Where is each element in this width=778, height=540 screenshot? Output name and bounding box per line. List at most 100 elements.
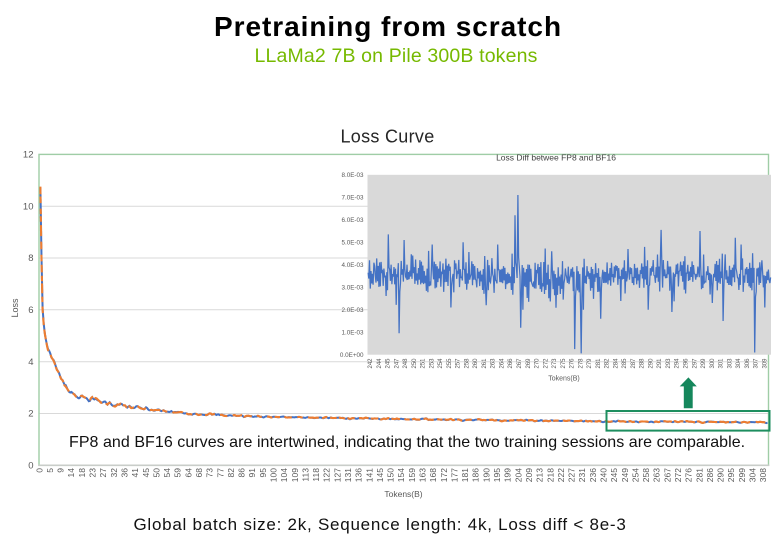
svg-text:18: 18	[77, 468, 87, 478]
svg-text:122: 122	[322, 468, 332, 482]
svg-text:150: 150	[386, 468, 396, 482]
svg-text:177: 177	[450, 468, 460, 482]
svg-text:296: 296	[684, 358, 690, 369]
svg-text:41: 41	[130, 468, 140, 478]
svg-text:281: 281	[694, 468, 704, 482]
svg-text:5.0E-03: 5.0E-03	[341, 240, 364, 247]
svg-text:308: 308	[758, 468, 768, 482]
svg-text:294: 294	[675, 358, 681, 369]
svg-text:8.0E-03: 8.0E-03	[341, 172, 364, 179]
svg-text:264: 264	[500, 358, 506, 369]
svg-text:141: 141	[364, 468, 374, 482]
svg-text:284: 284	[613, 358, 619, 369]
svg-text:266: 266	[508, 358, 514, 369]
svg-text:73: 73	[205, 468, 215, 478]
svg-text:82: 82	[226, 468, 236, 478]
svg-text:242: 242	[368, 358, 374, 369]
svg-text:260: 260	[473, 358, 479, 369]
svg-text:Tokens(B): Tokens(B)	[384, 489, 422, 499]
svg-text:258: 258	[464, 358, 470, 369]
svg-text:100: 100	[269, 468, 279, 482]
svg-text:4: 4	[28, 357, 33, 368]
svg-text:245: 245	[386, 358, 392, 369]
svg-text:45: 45	[141, 468, 151, 478]
svg-text:290: 290	[648, 358, 654, 369]
svg-text:3.0E-03: 3.0E-03	[341, 284, 364, 291]
svg-text:0.0E+00: 0.0E+00	[340, 352, 364, 359]
svg-text:145: 145	[375, 468, 385, 482]
svg-text:5: 5	[45, 468, 55, 473]
svg-text:291: 291	[657, 358, 663, 369]
svg-text:222: 222	[556, 468, 566, 482]
svg-text:249: 249	[620, 468, 630, 482]
svg-text:304: 304	[736, 358, 742, 369]
svg-text:255: 255	[447, 358, 453, 369]
svg-text:254: 254	[630, 468, 640, 482]
svg-text:213: 213	[535, 468, 545, 482]
svg-text:240: 240	[599, 468, 609, 482]
svg-text:109: 109	[290, 468, 300, 482]
svg-text:272: 272	[673, 468, 683, 482]
svg-text:309: 309	[762, 358, 768, 369]
svg-text:190: 190	[481, 468, 491, 482]
svg-text:299: 299	[737, 468, 747, 482]
svg-text:263: 263	[491, 358, 497, 369]
svg-text:Loss: Loss	[10, 298, 20, 318]
svg-text:14: 14	[66, 468, 76, 478]
svg-text:227: 227	[567, 468, 577, 482]
svg-text:118: 118	[311, 468, 321, 482]
svg-text:8: 8	[28, 253, 33, 264]
svg-text:172: 172	[439, 468, 449, 482]
svg-text:64: 64	[183, 468, 193, 478]
svg-text:269: 269	[526, 358, 532, 369]
svg-text:136: 136	[354, 468, 364, 482]
svg-text:303: 303	[727, 358, 733, 369]
svg-text:113: 113	[300, 468, 310, 482]
svg-text:261: 261	[482, 358, 488, 369]
svg-text:282: 282	[605, 358, 611, 369]
svg-text:244: 244	[377, 358, 383, 369]
svg-text:297: 297	[692, 358, 698, 369]
svg-text:245: 245	[609, 468, 619, 482]
svg-text:0: 0	[34, 468, 44, 473]
svg-text:Loss Diff betwee FP8 and BF16: Loss Diff betwee FP8 and BF16	[496, 153, 616, 163]
svg-text:1.0E-03: 1.0E-03	[341, 329, 364, 336]
svg-text:287: 287	[631, 358, 637, 369]
svg-text:306: 306	[745, 358, 751, 369]
svg-text:258: 258	[641, 468, 651, 482]
svg-text:10: 10	[23, 201, 34, 212]
svg-text:257: 257	[456, 358, 462, 369]
svg-text:279: 279	[587, 358, 593, 369]
svg-text:104: 104	[279, 468, 289, 482]
svg-text:59: 59	[173, 468, 183, 478]
svg-text:Tokens(B): Tokens(B)	[548, 376, 580, 383]
svg-text:12: 12	[23, 150, 34, 161]
svg-text:7.0E-03: 7.0E-03	[341, 195, 364, 202]
svg-text:86: 86	[237, 468, 247, 478]
svg-text:68: 68	[194, 468, 204, 478]
svg-text:32: 32	[109, 468, 119, 478]
svg-text:276: 276	[570, 358, 576, 369]
svg-text:131: 131	[343, 468, 353, 482]
svg-text:304: 304	[748, 468, 758, 482]
svg-text:270: 270	[535, 358, 541, 369]
svg-text:293: 293	[666, 358, 672, 369]
svg-text:159: 159	[407, 468, 417, 482]
svg-text:247: 247	[394, 358, 400, 369]
svg-text:278: 278	[578, 358, 584, 369]
svg-text:181: 181	[460, 468, 470, 482]
svg-text:250: 250	[412, 358, 418, 369]
svg-text:163: 163	[418, 468, 428, 482]
svg-text:168: 168	[428, 468, 438, 482]
svg-text:Loss Curve: Loss Curve	[340, 127, 434, 147]
svg-text:0: 0	[28, 461, 33, 472]
svg-text:267: 267	[517, 358, 523, 369]
svg-text:77: 77	[215, 468, 225, 478]
svg-text:299: 299	[701, 358, 707, 369]
svg-text:281: 281	[596, 358, 602, 369]
svg-text:290: 290	[716, 468, 726, 482]
svg-text:2: 2	[28, 409, 33, 420]
svg-text:154: 154	[396, 468, 406, 482]
svg-text:300: 300	[710, 358, 716, 369]
svg-text:6: 6	[28, 305, 33, 316]
